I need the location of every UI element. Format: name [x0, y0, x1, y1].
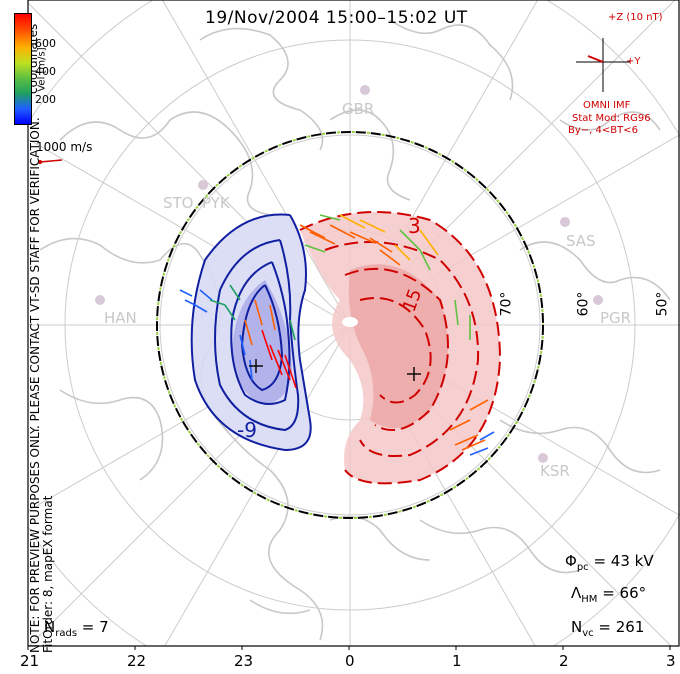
- mlt-hour-0: 0: [345, 652, 355, 670]
- negative-contours: [190, 213, 312, 452]
- disclaimer-line-2: FitOrder: 8, mapEX format: [41, 495, 55, 653]
- mlt-hour-2: 2: [559, 652, 569, 670]
- stat-model: Stat Mod: RG96: [572, 113, 651, 124]
- hm-boundary-latitude: ΛHM = 66°: [571, 584, 647, 605]
- mlt-hour-21: 21: [20, 652, 40, 670]
- mlt-hour-3: 3: [666, 652, 676, 670]
- n-vc-value: 261: [615, 618, 645, 636]
- positive-cell-core: [348, 264, 448, 428]
- radar-count: Nrads = 7: [44, 618, 109, 639]
- scale-label: 1000 m/s: [36, 140, 93, 154]
- disclaimer: NOTE: FOR PREVIEW PURPOSES ONLY. PLEASE …: [28, 33, 55, 653]
- colorbar-label: Vel [m/s]: [36, 47, 48, 92]
- mlt-hour-1: 1: [452, 652, 462, 670]
- colorbar-tick-600: 600: [35, 37, 56, 50]
- mlt-axis-ticks: [27, 646, 671, 650]
- potential-min-marker: [249, 359, 263, 373]
- n-rads-value: 7: [99, 618, 109, 636]
- lambda-hm-value: 66°: [619, 584, 647, 602]
- imf-dial: [576, 38, 630, 92]
- station-markers: [95, 85, 603, 463]
- imf-condition: By−, 4<BT<6: [568, 125, 638, 136]
- plot-title: 19/Nov/2004 15:00–15:02 UT: [205, 8, 468, 28]
- colorbar-tick-400: 400: [35, 65, 56, 78]
- cross-polar-potential: Φpc = 43 kV: [565, 552, 654, 573]
- phi-pc-value: 43 kV: [610, 552, 654, 570]
- station-label-sto: STO: [163, 194, 194, 212]
- contour-label-positive: 3: [408, 214, 421, 238]
- latitude-label-60: 60°: [575, 291, 592, 317]
- velocity-colorbar: [14, 13, 32, 125]
- latitude-label-50: 50°: [654, 291, 671, 317]
- mlt-hour-22: 22: [127, 652, 147, 670]
- station-label-ksr: KSR: [540, 462, 570, 480]
- contour-label-negative: -9: [237, 418, 257, 442]
- imf-source: OMNI IMF: [583, 100, 631, 111]
- station-label-pyk: PYK: [202, 194, 230, 212]
- potential-max-marker: [407, 367, 421, 381]
- colorbar-tick-200: 200: [35, 93, 56, 106]
- mlt-hour-23: 23: [234, 652, 254, 670]
- imf-vector: [587, 55, 604, 63]
- imf-y-label: +Y: [626, 56, 641, 67]
- velocity-vectors: [179, 214, 495, 456]
- station-label-sas: SAS: [566, 232, 596, 250]
- latitude-label-70: 70°: [498, 291, 515, 317]
- plot-frame: [27, 0, 680, 647]
- station-label-pgr: PGR: [600, 309, 632, 327]
- station-label-han: HAN: [104, 309, 137, 327]
- scale-vector: [38, 159, 63, 164]
- imf-z-label: +Z (10 nT): [608, 12, 663, 23]
- vector-count: Nvc = 261: [571, 618, 645, 639]
- station-label-gbr: GBR: [342, 100, 375, 118]
